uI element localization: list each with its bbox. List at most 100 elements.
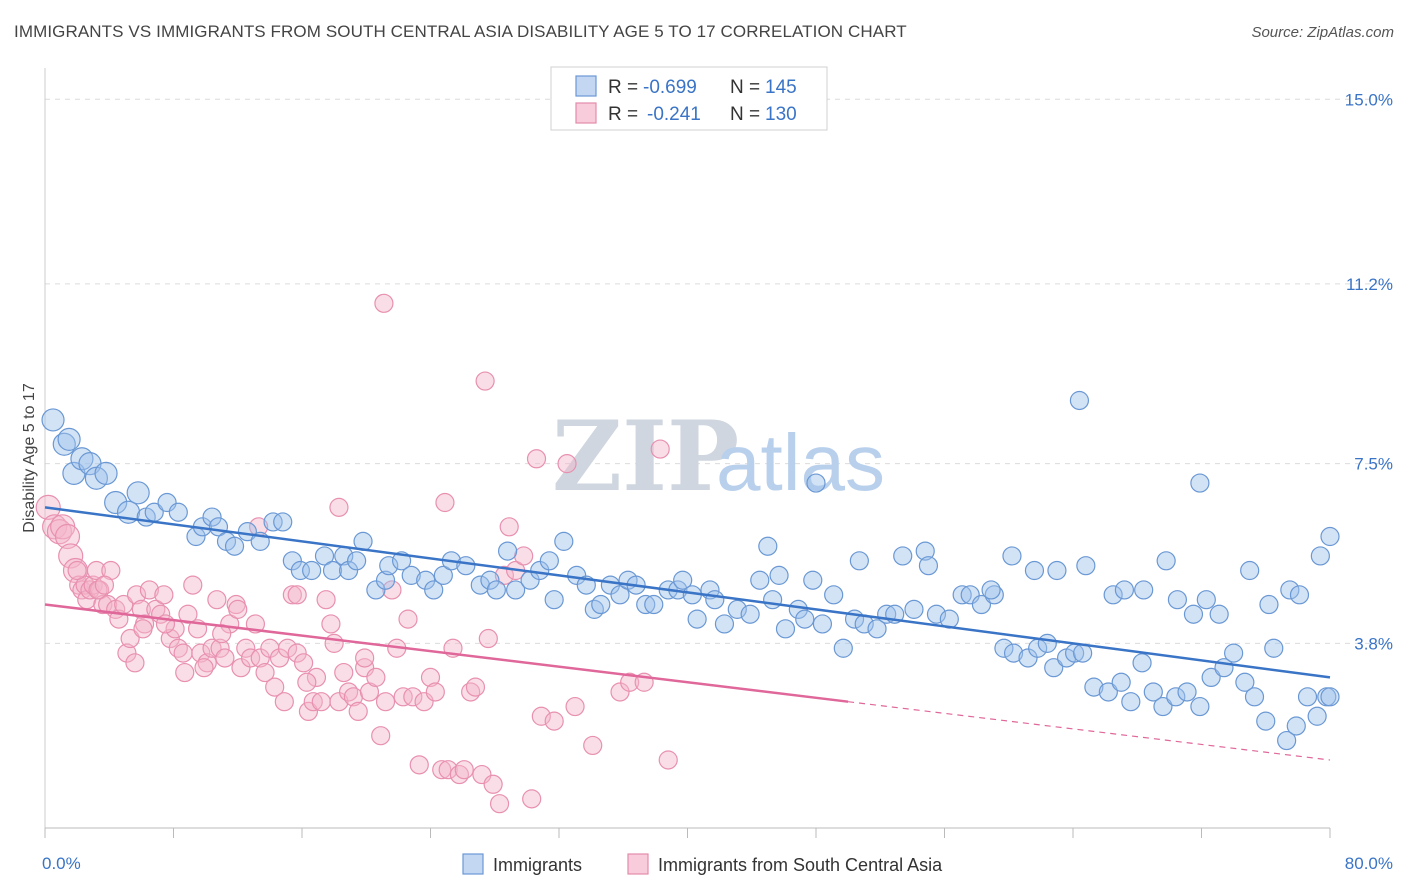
- pink-point-59: [298, 701, 319, 722]
- blue-point-125: [1286, 716, 1306, 736]
- blue-point-91: [915, 541, 935, 561]
- blue-point-48: [506, 580, 526, 600]
- pink-point-21: [117, 643, 137, 663]
- pink-point-26: [139, 580, 160, 600]
- trend-lines: [44, 506, 1331, 761]
- pink-point-55: [277, 638, 298, 658]
- blue-point-121: [1244, 687, 1265, 707]
- watermark-zip: ZIP: [552, 400, 739, 513]
- pink-point-35: [183, 575, 203, 595]
- blue-point-10: [126, 481, 150, 505]
- pink-point-62: [311, 692, 331, 712]
- pink-point-117: [287, 585, 307, 605]
- blue-point-132: [1002, 546, 1022, 566]
- blue-point-40: [424, 580, 444, 600]
- blue-point-32: [347, 551, 367, 571]
- blue-point-152: [758, 536, 778, 556]
- pink-point-115: [228, 599, 248, 619]
- pink-point-102: [544, 711, 564, 731]
- blue-point-80: [803, 570, 823, 590]
- blue-point-76: [769, 565, 789, 585]
- blue-point-57: [591, 594, 611, 615]
- blue-point-137: [1114, 580, 1135, 600]
- blue-point-27: [302, 560, 322, 581]
- pink-point-67: [334, 662, 354, 683]
- pink-point-100: [522, 789, 542, 809]
- pink-point-47: [241, 648, 261, 668]
- pink-point-91: [465, 677, 486, 697]
- pink-point-29: [154, 585, 174, 605]
- pink-point-57: [287, 643, 307, 663]
- blue-point-71: [714, 614, 735, 634]
- blue-point-110: [1121, 692, 1141, 712]
- legend-r-value-2: -0.241: [647, 104, 701, 125]
- pink-point-122: [475, 371, 495, 391]
- blue-point-116: [1190, 696, 1210, 717]
- blue-point-150: [1069, 390, 1090, 411]
- blue-point-52: [544, 590, 564, 610]
- pink-point-127: [175, 662, 195, 683]
- blue-point-38: [401, 565, 421, 585]
- bottom-legend-item-2: Immigrants from South Central Asia: [658, 855, 943, 875]
- blue-point-70: [705, 590, 725, 610]
- pink-point-63: [316, 590, 336, 610]
- blue-point-102: [1037, 633, 1057, 653]
- y-axis-label: Disability Age 5 to 17: [21, 383, 38, 533]
- pink-point-76: [382, 580, 402, 600]
- y-tick-label-0: 3.8%: [1354, 634, 1393, 653]
- pink-point-119: [355, 648, 375, 668]
- blue-point-45: [480, 570, 500, 590]
- bottom-legend-swatch-pink: [627, 853, 649, 875]
- pink-point-45: [231, 658, 251, 678]
- blue-point-68: [687, 609, 707, 629]
- pink-point-56: [282, 585, 302, 605]
- pink-point-89: [454, 760, 474, 780]
- blue-point-148: [1310, 546, 1330, 566]
- blue-point-25: [282, 551, 302, 571]
- pink-point-80: [403, 687, 423, 707]
- blue-point-100: [1018, 648, 1038, 668]
- blue-point-113: [1153, 696, 1173, 717]
- pink-point-120: [374, 293, 394, 313]
- blue-point-36: [379, 556, 399, 576]
- watermark-atlas: atlas: [716, 418, 885, 507]
- grid-lines: [45, 98, 1390, 644]
- x-tick-label-1: 80.0%: [1345, 854, 1393, 873]
- y-tick-label-3: 15.0%: [1345, 90, 1393, 109]
- blue-point-20: [224, 536, 245, 556]
- pink-point-24: [131, 599, 151, 619]
- blue-point-90: [904, 599, 924, 619]
- pink-point-78: [393, 687, 413, 707]
- pink-point-52: [265, 677, 285, 697]
- pink-point-74: [371, 726, 391, 746]
- pink-point-101: [531, 706, 551, 726]
- pink-point-109: [658, 750, 678, 770]
- blue-point-75: [763, 590, 783, 610]
- x-tick-labels: 0.0% 80.0%: [42, 854, 1393, 873]
- trend-line-south-central-asia: [44, 603, 849, 703]
- pink-point-106: [610, 682, 630, 702]
- pink-point-85: [432, 760, 452, 780]
- legend-n-value-1: 145: [765, 77, 797, 98]
- blue-point-122: [1256, 711, 1276, 731]
- blue-point-127: [1307, 706, 1327, 726]
- pink-point-53: [269, 648, 290, 668]
- pink-point-42: [215, 648, 235, 668]
- y-tick-label-1: 7.5%: [1354, 455, 1393, 474]
- blue-point-136: [1103, 585, 1123, 605]
- blue-point-151: [1190, 473, 1210, 493]
- pink-point-124: [650, 439, 670, 459]
- pink-point-60: [303, 692, 323, 712]
- blue-point-77: [775, 619, 796, 639]
- blue-point-112: [1143, 682, 1163, 702]
- chart-title: IMMIGRANTS VS IMMIGRANTS FROM SOUTH CENT…: [14, 22, 907, 41]
- blue-point-79: [795, 609, 815, 629]
- pink-point-64: [321, 614, 341, 634]
- blue-point-108: [1098, 682, 1118, 702]
- blue-point-39: [416, 570, 436, 590]
- blue-point-14: [168, 502, 188, 522]
- blue-point-26: [290, 560, 310, 581]
- bottom-legend-item-1: Immigrants: [493, 855, 582, 875]
- blue-point-89: [893, 546, 913, 566]
- legend-n-label-1: N =: [730, 77, 760, 98]
